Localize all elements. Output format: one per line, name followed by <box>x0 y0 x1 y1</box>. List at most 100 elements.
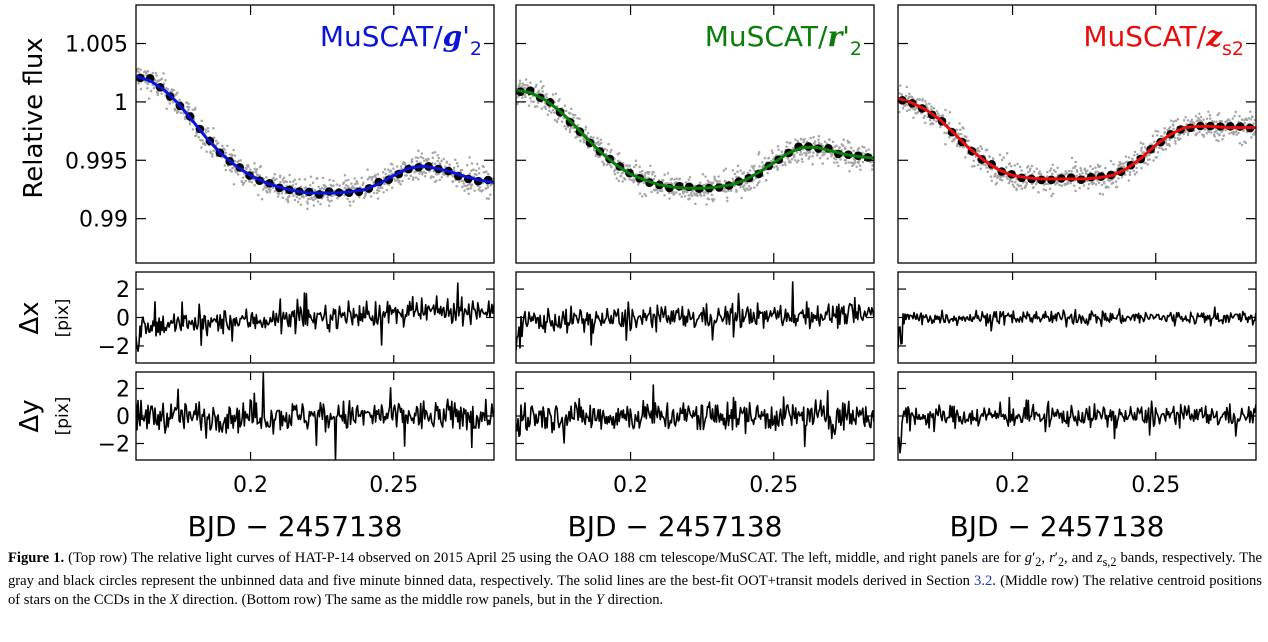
unbinned-point <box>1143 146 1147 149</box>
unbinned-point <box>415 160 419 163</box>
unbinned-point <box>758 180 761 183</box>
unbinned-point <box>470 183 474 186</box>
unbinned-point <box>383 168 387 171</box>
unbinned-point <box>346 197 349 201</box>
unbinned-point <box>1122 162 1125 165</box>
unbinned-point <box>1152 159 1155 162</box>
unbinned-point <box>221 144 224 148</box>
unbinned-point <box>1163 130 1167 134</box>
unbinned-point <box>1194 115 1198 118</box>
unbinned-point <box>761 161 764 164</box>
unbinned-point <box>576 123 580 127</box>
unbinned-point <box>958 122 961 125</box>
unbinned-point <box>1126 169 1129 173</box>
unbinned-point <box>397 181 401 184</box>
unbinned-point <box>1058 183 1061 187</box>
unbinned-point <box>291 184 295 187</box>
unbinned-point <box>226 144 229 148</box>
unbinned-point <box>837 164 840 168</box>
unbinned-point <box>1168 144 1172 147</box>
unbinned-point <box>520 85 523 88</box>
unbinned-point <box>1075 170 1079 173</box>
unbinned-point <box>433 151 437 154</box>
unbinned-point <box>943 131 946 135</box>
unbinned-point <box>1156 130 1160 133</box>
unbinned-point <box>704 175 707 178</box>
unbinned-point <box>688 197 691 200</box>
unbinned-point <box>777 148 780 152</box>
unbinned-point <box>1072 184 1076 188</box>
unbinned-point <box>524 78 528 81</box>
unbinned-point <box>776 166 779 170</box>
unbinned-point <box>223 164 227 167</box>
unbinned-point <box>364 194 367 197</box>
unbinned-point <box>432 175 435 179</box>
unbinned-point <box>746 171 750 175</box>
unbinned-point <box>776 144 780 148</box>
unbinned-point <box>139 87 143 91</box>
unbinned-point <box>1154 129 1158 133</box>
unbinned-point <box>757 153 760 156</box>
unbinned-point <box>255 167 259 171</box>
unbinned-point <box>298 197 301 200</box>
unbinned-point <box>431 161 434 165</box>
unbinned-point <box>1176 136 1180 140</box>
unbinned-point <box>766 171 769 175</box>
unbinned-point <box>1237 131 1240 135</box>
unbinned-point <box>1212 133 1216 136</box>
unbinned-point <box>155 74 158 77</box>
unbinned-point <box>527 104 531 107</box>
unbinned-point <box>915 98 919 101</box>
unbinned-point <box>579 139 582 143</box>
unbinned-point <box>772 158 775 161</box>
unbinned-point <box>628 165 631 168</box>
unbinned-point <box>1054 170 1057 174</box>
unbinned-point <box>526 84 529 87</box>
unbinned-point <box>166 88 170 91</box>
xaxis-label-r: BJD − 2457138 <box>568 510 783 543</box>
figure: 1.005 1 0.995 0.99 MuSCAT/g'2 2 0 −2 2 0 −2 0.2 0.25… <box>15 4 1257 543</box>
unbinned-point <box>230 170 233 173</box>
unbinned-point <box>1161 148 1165 151</box>
unbinned-point <box>898 110 901 114</box>
unbinned-point <box>801 160 804 163</box>
unbinned-point <box>200 146 203 149</box>
unbinned-point <box>1234 110 1238 114</box>
unbinned-point <box>1087 182 1091 186</box>
unbinned-point <box>231 153 234 157</box>
unbinned-point <box>542 84 545 88</box>
unbinned-point <box>772 166 776 169</box>
unbinned-point <box>930 105 933 108</box>
flux-frame-r <box>515 4 875 264</box>
unbinned-point <box>724 190 728 193</box>
unbinned-point <box>286 198 290 202</box>
unbinned-point <box>788 159 791 162</box>
unbinned-point <box>613 172 617 176</box>
unbinned-point <box>1207 110 1210 113</box>
unbinned-point <box>295 195 299 199</box>
unbinned-point <box>812 136 815 139</box>
unbinned-point <box>1065 172 1068 176</box>
unbinned-point <box>351 185 354 188</box>
unbinned-point <box>482 170 485 174</box>
unbinned-point <box>792 146 795 150</box>
unbinned-point <box>820 142 823 146</box>
unbinned-point <box>517 84 521 87</box>
unbinned-point <box>291 180 295 183</box>
unbinned-point <box>273 172 277 176</box>
unbinned-point <box>160 92 163 95</box>
unbinned-point <box>804 152 808 156</box>
unbinned-point <box>281 196 285 199</box>
unbinned-point <box>362 196 366 200</box>
unbinned-point <box>827 138 831 141</box>
unbinned-point <box>535 83 538 87</box>
unbinned-point <box>299 203 303 206</box>
unbinned-point <box>1096 179 1099 182</box>
unbinned-point <box>424 171 428 175</box>
unbinned-point <box>864 149 868 153</box>
xtick-label: 0.25 <box>1131 473 1180 498</box>
unbinned-point <box>342 182 345 185</box>
unbinned-point <box>473 189 476 193</box>
unbinned-point <box>1094 183 1098 186</box>
unbinned-point <box>347 178 350 182</box>
